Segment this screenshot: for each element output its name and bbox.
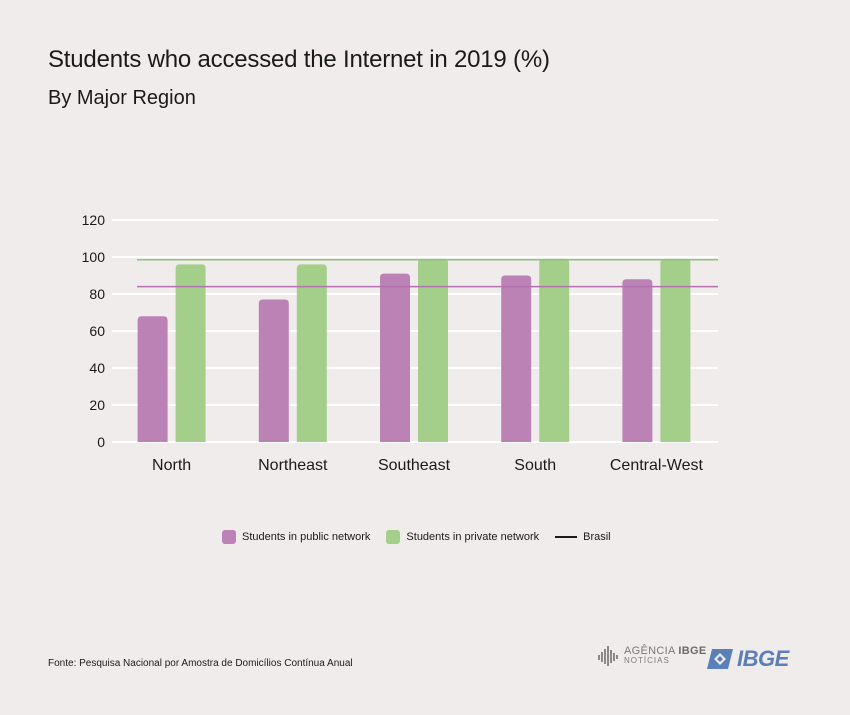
chart-title: Students who accessed the Internet in 20… xyxy=(48,46,550,73)
bar-private xyxy=(296,264,327,442)
x-category-label: Southeast xyxy=(378,457,451,474)
y-tick-label: 60 xyxy=(89,323,105,339)
x-category-label: South xyxy=(514,457,556,474)
legend-label-public: Students in public network xyxy=(242,531,371,543)
bar-public xyxy=(137,316,168,442)
agencia-label: AGÊNCIA xyxy=(624,645,676,657)
bar-public xyxy=(258,299,289,442)
chart-legend: Students in public network Students in p… xyxy=(222,530,627,544)
bar-private xyxy=(175,264,206,442)
agencia-ibge-logo: AGÊNCIA IBGE NOTÍCIAS xyxy=(598,646,706,666)
legend-swatch-public xyxy=(222,530,236,544)
ibge-wordmark: IBGE xyxy=(737,646,789,671)
legend-item-private: Students in private network xyxy=(386,530,539,544)
legend-item-public: Students in public network xyxy=(222,530,370,544)
x-category-label: Central-West xyxy=(610,457,704,474)
bar-public xyxy=(622,279,653,442)
y-tick-label: 0 xyxy=(97,434,105,450)
y-tick-label: 20 xyxy=(89,397,105,413)
bar-chart: 0 20 40 60 80 100 120 North Northeast Southeast S… xyxy=(82,212,718,474)
bar-public xyxy=(380,273,410,442)
bar-private xyxy=(539,258,570,442)
legend-line-brasil xyxy=(555,536,578,538)
agencia-ibge-label: IBGE xyxy=(678,645,707,657)
legend-item-brasil: Brasil xyxy=(555,531,611,543)
ibge-logo: IBGE xyxy=(706,646,789,672)
y-tick-label: 40 xyxy=(89,360,105,376)
x-category-label: Northeast xyxy=(258,457,328,474)
legend-label-brasil: Brasil xyxy=(583,531,611,543)
agencia-bars-icon xyxy=(598,646,618,666)
legend-label-private: Students in private network xyxy=(406,531,540,543)
bar-public xyxy=(501,275,532,442)
y-tick-label: 120 xyxy=(82,212,106,228)
ibge-diamond-icon xyxy=(707,649,733,669)
source-note: Fonte: Pesquisa Nacional por Amostra de … xyxy=(48,658,353,669)
bar-private xyxy=(660,258,691,442)
y-tick-label: 100 xyxy=(82,249,106,265)
chart-subtitle: By Major Region xyxy=(48,87,196,109)
bar-private xyxy=(418,258,448,442)
legend-swatch-private xyxy=(386,530,401,544)
x-category-label: North xyxy=(152,457,191,474)
agencia-noticias-label: NOTÍCIAS xyxy=(624,656,670,665)
y-tick-label: 80 xyxy=(89,286,105,302)
